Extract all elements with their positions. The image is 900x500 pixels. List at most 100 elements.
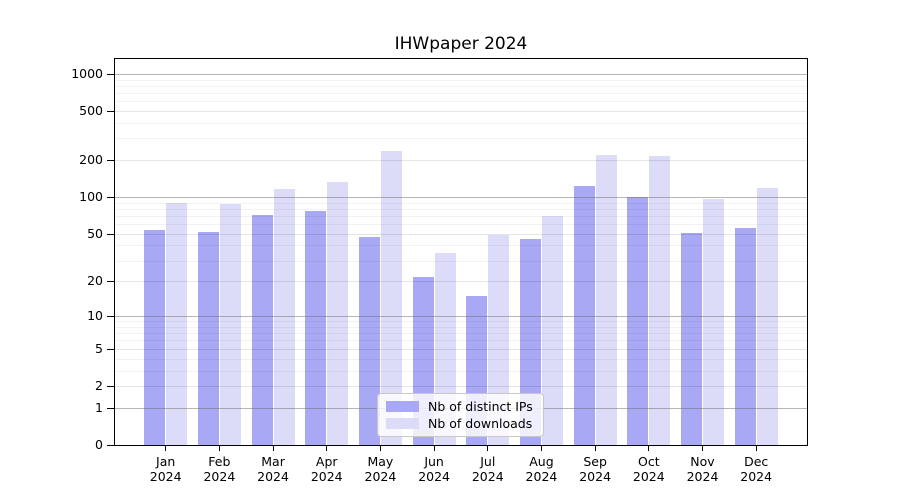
bar-downloads-nov [703, 199, 724, 446]
y-tick-20 [107, 281, 114, 283]
x-tick-label-line: 2024 [257, 469, 289, 484]
x-tick-label-line: Mar [261, 454, 285, 469]
legend-swatch-downloads-icon [386, 418, 419, 430]
gridline-minor-900 [114, 79, 808, 81]
x-tick-nov [702, 446, 703, 451]
legend-swatch-distinct-ips-icon [386, 400, 419, 412]
y-tick-label-500: 500 [79, 103, 103, 119]
x-tick-label-feb: Feb 2024 [189, 454, 249, 484]
x-tick-label-line: 2024 [149, 469, 182, 484]
x-tick-label-jul: Jul 2024 [458, 454, 518, 484]
chart-title: IHWpaper 2024 [394, 34, 528, 54]
bar-ips-nov [681, 232, 702, 446]
x-tick-label-line: May [367, 454, 394, 469]
x-tick-label-line: Apr [315, 454, 338, 469]
x-tick-label-aug: Aug 2024 [511, 454, 571, 484]
x-tick-label-nov: Nov 2024 [673, 454, 733, 484]
gridline-minor-70 [114, 215, 808, 217]
bar-downloads-mar [273, 189, 295, 446]
x-tick-may [379, 446, 381, 451]
bar-downloads-sep [595, 155, 617, 446]
x-tick-label-oct: Oct 2024 [619, 454, 679, 484]
x-tick-label-line: Sep [583, 454, 607, 469]
y-tick-500 [107, 111, 114, 113]
y-tick-label-200: 200 [79, 152, 103, 168]
y-tick-0 [107, 445, 114, 446]
bar-downloads-apr [327, 182, 349, 446]
x-tick-sep [594, 446, 596, 451]
x-tick-label-line: 2024 [418, 469, 450, 484]
gridline-minor-7 [114, 333, 808, 335]
x-tick-label-line: 2024 [740, 469, 773, 484]
y-tick-100 [107, 197, 114, 199]
bar-ips-apr [305, 210, 327, 446]
y-tick-1 [107, 407, 114, 409]
grid-layer [114, 58, 808, 446]
x-tick-label-line: Dec [744, 454, 769, 469]
y-tick-5 [107, 348, 114, 350]
x-tick-mar [272, 446, 274, 451]
x-tick-label-mar: Mar 2024 [243, 454, 303, 484]
x-tick-feb [218, 446, 220, 451]
bar-ips-mar [251, 214, 273, 446]
y-tick-10 [107, 316, 114, 318]
y-tick-label-10: 10 [87, 308, 103, 324]
gridline-minor-8 [114, 326, 808, 328]
x-tick-label-jun: Jun 2024 [404, 454, 464, 484]
x-tick-label-line: Aug [529, 454, 554, 469]
x-tick-label-line: 2024 [686, 469, 719, 484]
x-tick-label-apr: Apr 2024 [297, 454, 357, 484]
bar-downloads-feb [219, 204, 241, 446]
gridline-minor-600 [114, 101, 808, 103]
gridline-minor-9 [114, 321, 808, 323]
x-tick-label-line: 2024 [310, 469, 343, 484]
x-tick-label-dec: Dec 2024 [726, 454, 786, 484]
legend-label-downloads: Nb of downloads [428, 416, 533, 432]
y-tick-50 [107, 233, 114, 235]
plot-area [114, 58, 808, 446]
x-tick-label-line: 2024 [525, 469, 558, 484]
gridline-minor-300 [114, 138, 808, 140]
bottom-spine [114, 445, 808, 446]
x-tick-label-line: Jun [424, 454, 444, 469]
y-tick-label-2: 2 [95, 377, 103, 393]
gridline-minor-2 [114, 385, 808, 387]
gridline-major-100 [114, 197, 808, 199]
gridline-minor-80 [114, 208, 808, 210]
gridline-minor-400 [114, 122, 808, 124]
x-tick-label-line: 2024 [471, 469, 504, 484]
legend: Nb of distinct IPs Nb of downloads [377, 393, 544, 437]
y-tick-label-5: 5 [95, 340, 103, 356]
bar-ips-oct [627, 197, 649, 446]
y-tick-200 [107, 160, 114, 162]
bar-ips-feb [197, 231, 219, 446]
x-tick-jun [433, 446, 435, 451]
bar-ips-jan [144, 229, 166, 446]
y-tick-2 [107, 385, 114, 387]
top-spine [114, 58, 808, 59]
x-tick-dec [755, 446, 757, 451]
gridline-major-10 [114, 316, 808, 318]
gridline-minor-5 [114, 348, 808, 350]
y-tick-label-20: 20 [87, 273, 103, 289]
right-spine [807, 58, 808, 446]
y-tick-label-1: 1 [95, 399, 103, 415]
bar-ips-may [358, 237, 380, 446]
gridline-minor-6 [114, 340, 808, 342]
y-tick-label-100: 100 [79, 189, 103, 205]
x-tick-label-line: Nov [690, 454, 715, 469]
gridline-minor-40 [114, 245, 808, 247]
x-tick-label-line: Jan [156, 454, 176, 469]
gridline-minor-50 [114, 233, 808, 235]
y-tick-1000 [107, 73, 114, 75]
legend-row-distinct-ips: Nb of distinct IPs [386, 399, 535, 414]
legend-label-distinct-ips: Nb of distinct IPs [428, 398, 533, 414]
x-tick-label-line: Oct [638, 454, 660, 469]
gridline-minor-700 [114, 92, 808, 94]
bar-ips-dec [734, 227, 756, 446]
x-tick-label-jan: Jan 2024 [136, 454, 196, 484]
bar-downloads-aug [541, 216, 563, 446]
x-tick-label-sep: Sep 2024 [565, 454, 625, 484]
gridline-minor-4 [114, 358, 808, 360]
